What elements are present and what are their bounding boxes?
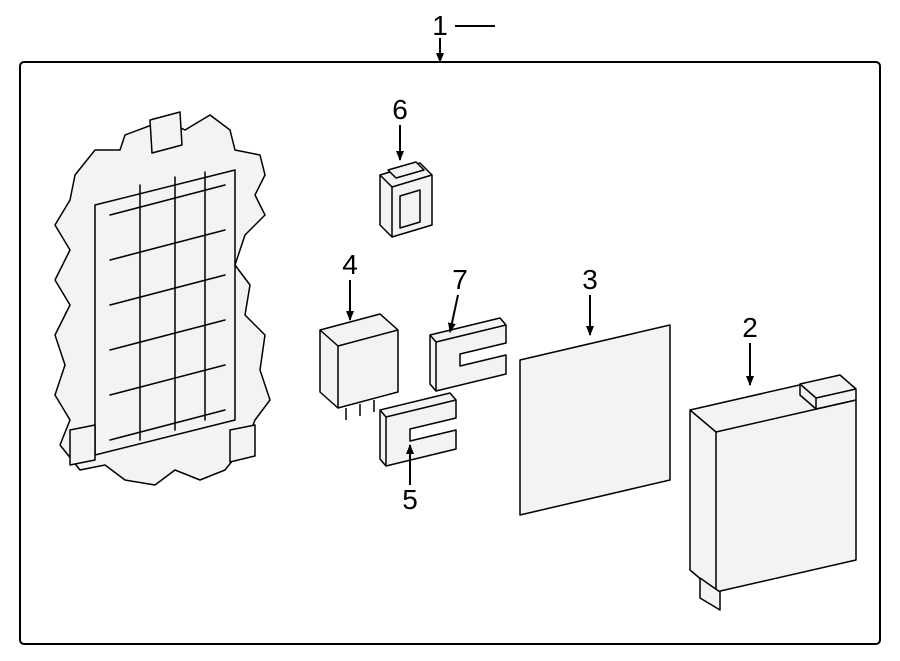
label-3: 3 <box>582 264 598 296</box>
part-2-cover <box>690 375 856 610</box>
part-4-relay <box>320 314 398 420</box>
label-2: 2 <box>742 312 758 344</box>
part-7-clip <box>430 318 506 391</box>
parts-diagram-svg <box>0 0 900 661</box>
part-3-panel <box>520 325 670 515</box>
label-1-leader <box>440 26 495 62</box>
label-6: 6 <box>392 94 408 126</box>
label-5: 5 <box>402 484 418 516</box>
label-7: 7 <box>452 264 468 296</box>
label-4: 4 <box>342 249 358 281</box>
part-5-clip <box>380 393 456 466</box>
diagram-stage: 1 2 3 4 5 6 7 <box>0 0 900 661</box>
part-mounting-bracket <box>55 112 270 485</box>
label-7-arrow <box>450 295 458 332</box>
part-6-connector <box>380 162 432 237</box>
label-1: 1 <box>432 10 448 42</box>
